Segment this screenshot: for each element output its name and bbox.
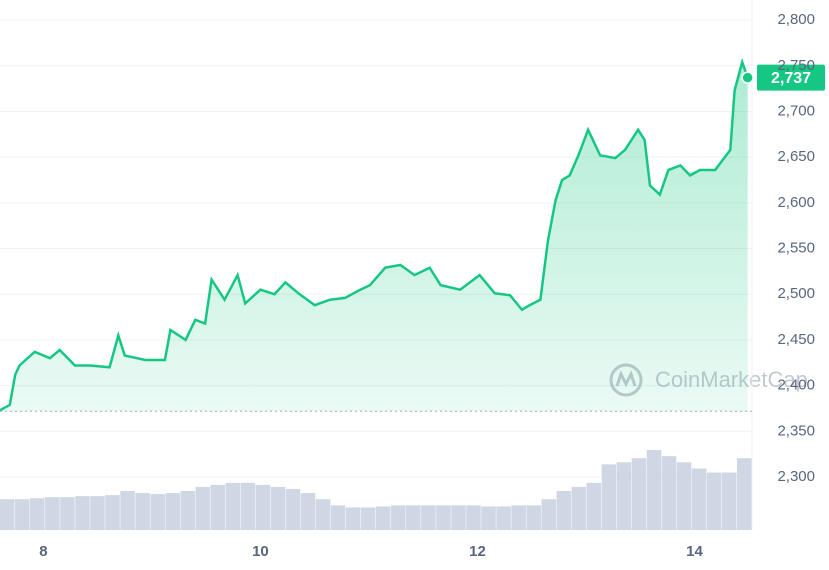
y-tick-label: 2,450 <box>777 331 815 348</box>
volume-bar <box>135 493 150 530</box>
volume-bar <box>315 499 331 530</box>
volume-bar <box>300 493 316 530</box>
volume-bar <box>285 488 301 530</box>
volume-bar <box>466 505 481 530</box>
x-tick-label: 12 <box>469 543 486 560</box>
volume-bar <box>210 484 226 530</box>
volume-bar <box>240 482 256 530</box>
volume-bar <box>60 497 75 530</box>
volume-bar <box>421 505 436 530</box>
volume-bar <box>15 499 30 530</box>
volume-bar <box>586 482 602 530</box>
volume-bar <box>345 507 361 530</box>
volume-bar <box>496 506 511 530</box>
y-tick-label: 2,600 <box>777 194 815 211</box>
volume-bar <box>631 458 647 530</box>
volume-bar <box>255 484 271 530</box>
volume-bar <box>195 486 211 530</box>
y-tick-label: 2,750 <box>777 57 815 74</box>
price-line <box>0 57 749 412</box>
volume-bar <box>45 497 60 530</box>
volume-bar <box>120 491 135 530</box>
volume-bar <box>360 507 376 530</box>
x-tick-label: 10 <box>252 543 269 560</box>
volume-bar <box>150 494 165 530</box>
y-tick-label: 2,800 <box>777 11 815 28</box>
volume-bar <box>436 505 451 530</box>
volume-bar <box>0 499 15 530</box>
volume-bar <box>481 506 496 530</box>
volume-bar <box>376 506 391 530</box>
y-tick-label: 2,400 <box>777 377 815 394</box>
volume-bar <box>90 496 105 530</box>
price-tag <box>757 64 825 91</box>
volume-bar <box>571 486 587 530</box>
x-tick-label: 14 <box>686 543 703 560</box>
volume-bar <box>180 491 196 530</box>
volume-bar <box>721 472 737 530</box>
price-tag-label: 2,737 <box>771 70 811 87</box>
volume-bar <box>165 493 180 530</box>
y-tick-label: 2,700 <box>777 102 815 119</box>
volume-bar <box>391 505 406 530</box>
volume-bar <box>451 505 466 530</box>
volume-bar <box>511 505 526 530</box>
volume-bar <box>270 486 286 530</box>
last-point <box>741 71 754 84</box>
y-tick-label: 2,500 <box>777 285 815 302</box>
volume-bar <box>646 450 662 530</box>
volume-bar <box>330 505 346 530</box>
y-tick-label: 2,650 <box>777 148 815 165</box>
area <box>0 62 748 412</box>
y-tick-label: 2,350 <box>777 422 815 439</box>
x-tick-label: 8 <box>39 543 47 560</box>
volume-bar <box>526 505 541 530</box>
volume-bar <box>556 491 572 530</box>
volume-bar <box>75 496 90 530</box>
volume-bar <box>691 468 707 530</box>
volume-bar <box>105 495 120 530</box>
volume-bar <box>601 464 617 530</box>
volume-bar <box>676 462 692 530</box>
y-tick-label: 2,550 <box>777 240 815 257</box>
volume-bar <box>736 458 752 530</box>
volume-bar <box>30 498 45 530</box>
volume-bar <box>661 456 677 530</box>
volume-bar <box>541 499 556 530</box>
y-tick-label: 2,300 <box>777 468 815 485</box>
volume-bar <box>406 505 421 530</box>
volume-bar <box>706 472 722 530</box>
volume-bar <box>616 462 632 530</box>
volume-bar <box>225 482 241 530</box>
